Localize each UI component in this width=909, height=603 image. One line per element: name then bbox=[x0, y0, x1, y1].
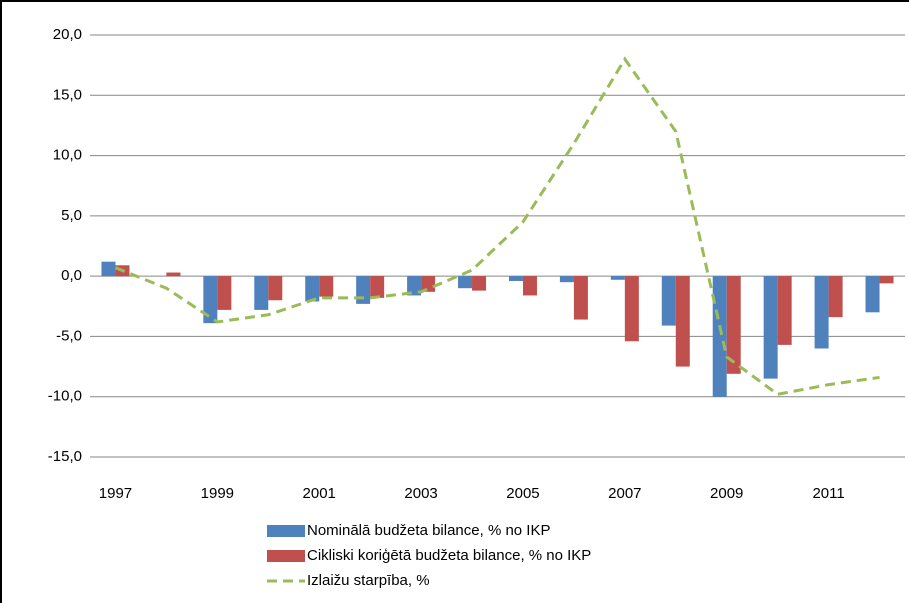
legend-label: Cikliski koriģētā budžeta bilance, % no … bbox=[307, 547, 591, 564]
bar bbox=[254, 276, 269, 310]
bar bbox=[559, 276, 574, 283]
y-tick-label: 10,0 bbox=[53, 147, 82, 164]
line bbox=[114, 56, 880, 396]
legend-label: Nominālā budžeta bilance, % no IKP bbox=[307, 522, 550, 539]
bar bbox=[458, 276, 473, 289]
bar bbox=[763, 276, 778, 379]
y-tick-label: 20,0 bbox=[53, 26, 82, 43]
bar bbox=[166, 272, 181, 277]
x-tick-label: 2005 bbox=[506, 485, 539, 502]
y-tick-label: 0,0 bbox=[61, 267, 82, 284]
bar bbox=[814, 276, 829, 349]
y-tick-label: -5,0 bbox=[56, 327, 82, 344]
x-tick-label: 1997 bbox=[99, 485, 132, 502]
bar bbox=[675, 276, 690, 367]
bar bbox=[879, 276, 894, 284]
y-tick-label: 5,0 bbox=[61, 207, 82, 224]
x-tick-label: 1999 bbox=[201, 485, 234, 502]
bar bbox=[319, 276, 334, 297]
y-tick-label: -10,0 bbox=[48, 388, 82, 405]
legend-swatch bbox=[267, 525, 305, 537]
bar bbox=[573, 276, 588, 320]
bar bbox=[203, 276, 218, 324]
bar bbox=[370, 276, 385, 298]
bar bbox=[508, 276, 523, 281]
bar bbox=[268, 276, 283, 301]
x-tick-label: 2001 bbox=[303, 485, 336, 502]
bar bbox=[712, 276, 727, 397]
bar bbox=[610, 276, 625, 280]
bar bbox=[865, 276, 880, 313]
bar bbox=[661, 276, 676, 326]
bar bbox=[472, 276, 487, 291]
bar bbox=[624, 276, 639, 342]
x-tick-label: 2011 bbox=[812, 485, 844, 502]
legend-label: Izlaižu starpība, % bbox=[307, 572, 430, 589]
bar bbox=[522, 276, 537, 296]
bar bbox=[777, 276, 792, 345]
x-tick-label: 2009 bbox=[710, 485, 743, 502]
bar bbox=[217, 276, 232, 310]
legend-swatch bbox=[267, 550, 305, 562]
y-tick-label: 15,0 bbox=[53, 86, 82, 103]
x-tick-label: 2003 bbox=[404, 485, 437, 502]
bar bbox=[828, 276, 843, 318]
y-tick-label: -15,0 bbox=[48, 448, 82, 465]
bar bbox=[101, 261, 116, 277]
x-tick-label: 2007 bbox=[608, 485, 641, 502]
bar bbox=[305, 276, 320, 302]
bar bbox=[356, 276, 371, 304]
bar bbox=[407, 276, 422, 296]
bar bbox=[421, 276, 436, 292]
bar bbox=[726, 276, 741, 374]
